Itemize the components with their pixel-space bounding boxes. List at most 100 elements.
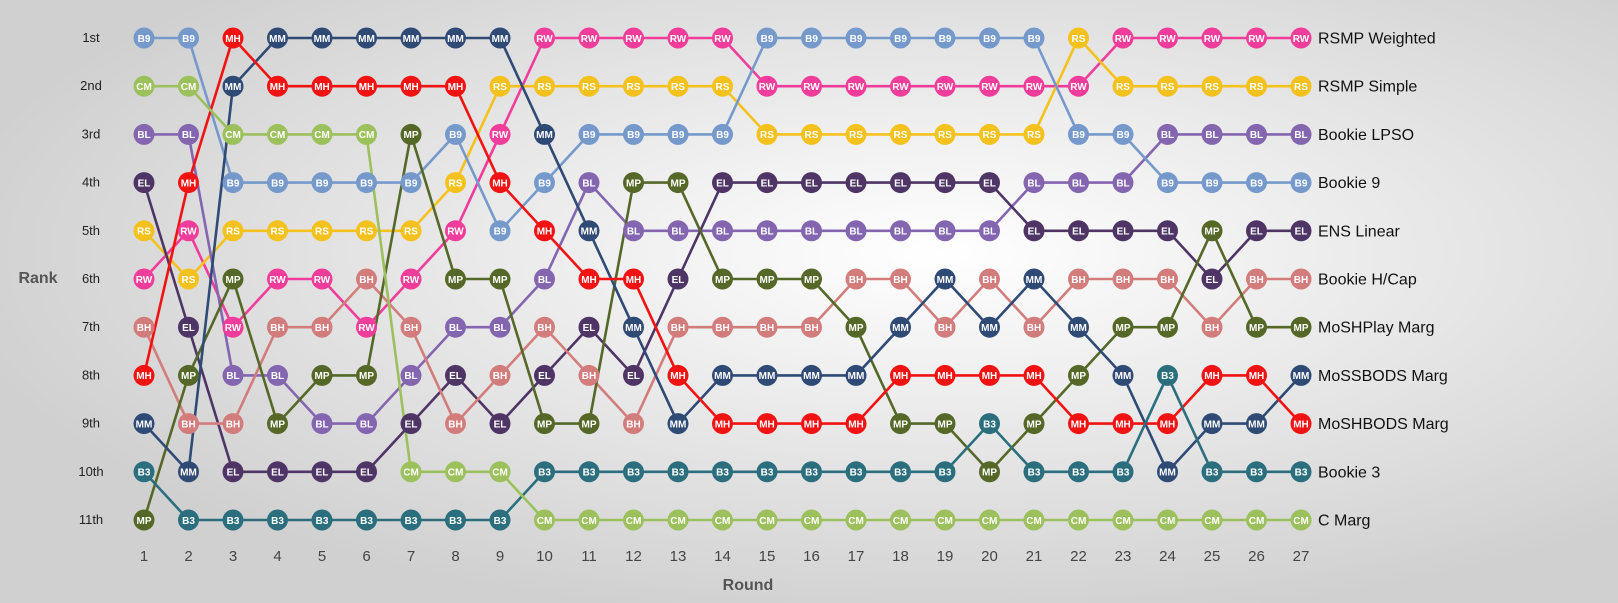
data-point-label: BH xyxy=(804,323,818,334)
data-point-label: MM xyxy=(136,419,153,430)
data-point-label: B9 xyxy=(1295,178,1308,189)
data-point-label: MH xyxy=(1249,371,1265,382)
data-point-label: BH xyxy=(226,419,240,430)
data-point-marker xyxy=(1068,27,1089,49)
data-point: RS xyxy=(1023,123,1045,145)
data-point: EL xyxy=(1290,220,1312,242)
data-point-marker xyxy=(1246,413,1267,435)
data-point-label: MH xyxy=(181,178,197,189)
data-point-marker xyxy=(1157,413,1178,435)
data-point-marker xyxy=(1290,123,1312,145)
data-point-marker xyxy=(445,413,466,435)
data-point: RS xyxy=(267,220,288,242)
data-point: EL xyxy=(623,364,644,386)
data-point-label: MM xyxy=(536,130,553,141)
data-point-label: MP xyxy=(448,275,463,286)
data-point-label: MP xyxy=(315,371,330,382)
data-point: RW xyxy=(489,123,511,145)
data-point-marker xyxy=(222,364,244,386)
data-point-marker xyxy=(1068,220,1089,242)
data-point-marker xyxy=(712,268,733,290)
data-point-label: B3 xyxy=(583,468,596,479)
data-point-marker xyxy=(1201,316,1223,338)
data-point-label: RS xyxy=(271,227,285,238)
data-point: MH xyxy=(979,364,1000,386)
data-point: EL xyxy=(712,172,733,194)
data-point-label: CM xyxy=(403,468,419,479)
round-tick-label: 1 xyxy=(140,548,148,565)
data-point-label: BH xyxy=(359,275,373,286)
data-point: RS xyxy=(845,123,867,145)
data-point: EL xyxy=(578,316,600,338)
data-point: B3 xyxy=(623,461,644,483)
data-point: BH xyxy=(1023,316,1045,338)
data-point-marker xyxy=(534,364,555,386)
data-point: BL xyxy=(133,123,155,145)
data-point: RW xyxy=(1112,27,1134,49)
data-point: BL xyxy=(1157,123,1178,145)
data-point-marker xyxy=(178,316,199,338)
data-point-marker xyxy=(489,316,511,338)
data-point-marker xyxy=(1112,27,1134,49)
data-point-label: MM xyxy=(1248,419,1265,430)
data-point: B9 xyxy=(489,220,511,242)
data-point: BL xyxy=(890,220,911,242)
data-point-label: CM xyxy=(181,82,197,93)
data-point-marker xyxy=(445,509,466,531)
data-point: MH xyxy=(445,75,466,97)
data-point: RS xyxy=(1112,75,1134,97)
data-point-marker xyxy=(934,268,956,290)
data-point-marker xyxy=(667,75,689,97)
data-point: BL xyxy=(178,123,199,145)
data-point-marker xyxy=(1023,268,1045,290)
data-point-label: B9 xyxy=(1250,178,1263,189)
data-point-label: B9 xyxy=(894,34,907,45)
data-point: B9 xyxy=(356,172,377,194)
data-point-marker xyxy=(489,75,511,97)
data-point-label: CM xyxy=(715,516,731,527)
data-point-label: B3 xyxy=(1161,371,1174,382)
round-tick-label: 5 xyxy=(318,548,326,565)
data-point-marker xyxy=(222,461,244,483)
data-point: EL xyxy=(489,413,511,435)
data-point-label: BH xyxy=(938,323,952,334)
data-point-label: B3 xyxy=(1072,468,1085,479)
data-point-marker xyxy=(445,461,466,483)
data-point-label: MP xyxy=(1160,323,1175,334)
data-point-label: RS xyxy=(716,82,730,93)
data-point-marker xyxy=(1023,364,1045,386)
data-point: RW xyxy=(1201,27,1223,49)
data-point-marker xyxy=(1157,461,1178,483)
data-point: RS xyxy=(133,220,155,242)
data-point: EL xyxy=(801,172,822,194)
data-point: RW xyxy=(133,268,155,290)
series-end-label: RSMP Weighted xyxy=(1318,31,1436,48)
data-point-marker xyxy=(445,172,466,194)
data-point: EL xyxy=(1201,268,1223,290)
data-point-marker xyxy=(267,27,288,49)
data-point-label: CM xyxy=(848,516,864,527)
round-tick-label: 24 xyxy=(1159,548,1176,565)
data-point-label: MH xyxy=(670,371,686,382)
data-point: B9 xyxy=(1246,172,1267,194)
data-point: MM xyxy=(489,27,511,49)
data-point: MP xyxy=(667,172,689,194)
data-point-marker xyxy=(801,27,822,49)
data-point: BH xyxy=(578,364,600,386)
data-point: CM xyxy=(133,75,155,97)
data-point: CM xyxy=(178,75,199,97)
data-point: EL xyxy=(1023,220,1045,242)
data-point: B9 xyxy=(890,27,911,49)
data-point-marker xyxy=(578,123,600,145)
data-point: B9 xyxy=(934,27,956,49)
data-point: MH xyxy=(890,364,911,386)
data-point: B9 xyxy=(667,123,689,145)
data-point-marker xyxy=(400,27,422,49)
data-point: CM xyxy=(1157,509,1178,531)
data-point: MP xyxy=(534,413,555,435)
data-point-marker xyxy=(890,413,911,435)
data-point-marker xyxy=(400,461,422,483)
data-point-label: B3 xyxy=(1250,468,1263,479)
data-point: BH xyxy=(934,316,956,338)
data-point-marker xyxy=(890,461,911,483)
